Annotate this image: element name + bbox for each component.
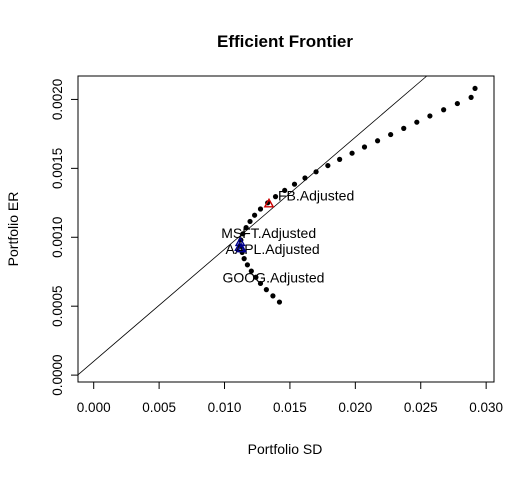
frontier-point (247, 218, 253, 225)
frontier-point (240, 231, 246, 237)
x-tick-label: 0.025 (404, 400, 438, 415)
y-tick-label: 0.0000 (50, 354, 65, 395)
frontier-point (270, 293, 276, 299)
tangency-line (77, 75, 428, 376)
frontier-point (241, 256, 247, 262)
frontier-point (313, 169, 319, 175)
frontier-point (263, 287, 269, 293)
asset-marker (263, 197, 275, 208)
frontier-point (248, 268, 254, 274)
x-tick-label: 0.005 (142, 400, 176, 415)
x-tick-label: 0.015 (273, 400, 307, 415)
frontier-point (374, 138, 381, 144)
y-axis: 0.0000 0.0005 0.0010 0.0015 0.0020 (50, 79, 79, 396)
frontier-point (472, 85, 478, 92)
asset-marker (236, 242, 247, 253)
frontier-point (414, 119, 420, 125)
asset-label: GOOG.Adjusted (223, 269, 325, 285)
frontier-point (325, 162, 331, 169)
frontier-point (388, 131, 394, 138)
frontier-point (252, 212, 258, 218)
frontier-point (302, 175, 308, 181)
frontier-point (257, 206, 264, 212)
frontier-point (276, 299, 283, 305)
y-tick-label: 0.0005 (50, 286, 65, 327)
frontier-point (401, 125, 407, 131)
y-tick-label: 0.0010 (50, 217, 65, 258)
x-tick-label: 0.010 (208, 400, 242, 415)
y-axis-label: Portfolio ER (5, 192, 21, 267)
frontier-point (454, 100, 460, 107)
asset-label: AAPL.Adjusted (226, 241, 320, 257)
frontier-point (361, 144, 368, 150)
asset-marker (234, 241, 245, 251)
chart-title: Efficient Frontier (217, 32, 353, 51)
frontier-point (337, 156, 343, 162)
x-tick-label: 0.020 (338, 400, 372, 415)
x-axis-label: Portfolio SD (248, 441, 323, 457)
frontier-points (238, 85, 478, 305)
frontier-point (427, 113, 433, 119)
x-tick-label: 0.000 (77, 400, 111, 415)
asset-label: MSFT.Adjusted (221, 225, 316, 241)
x-axis: 0.000 0.005 0.010 0.015 0.020 0.025 0.030 (77, 381, 503, 415)
y-tick-label: 0.0015 (50, 148, 65, 189)
frontier-point (282, 187, 288, 194)
frontier-point (244, 262, 251, 268)
frontier-point (243, 225, 249, 231)
frontier-point (257, 280, 264, 287)
frontier-point (441, 107, 447, 113)
frontier-point (349, 150, 355, 156)
y-tick-label: 0.0020 (50, 79, 65, 120)
frontier-point (253, 274, 259, 280)
x-tick-label: 0.030 (469, 400, 503, 415)
frontier-point (291, 181, 298, 187)
frontier-point (272, 194, 279, 200)
asset-label: FB.Adjusted (278, 188, 354, 204)
frontier-point (468, 94, 474, 100)
